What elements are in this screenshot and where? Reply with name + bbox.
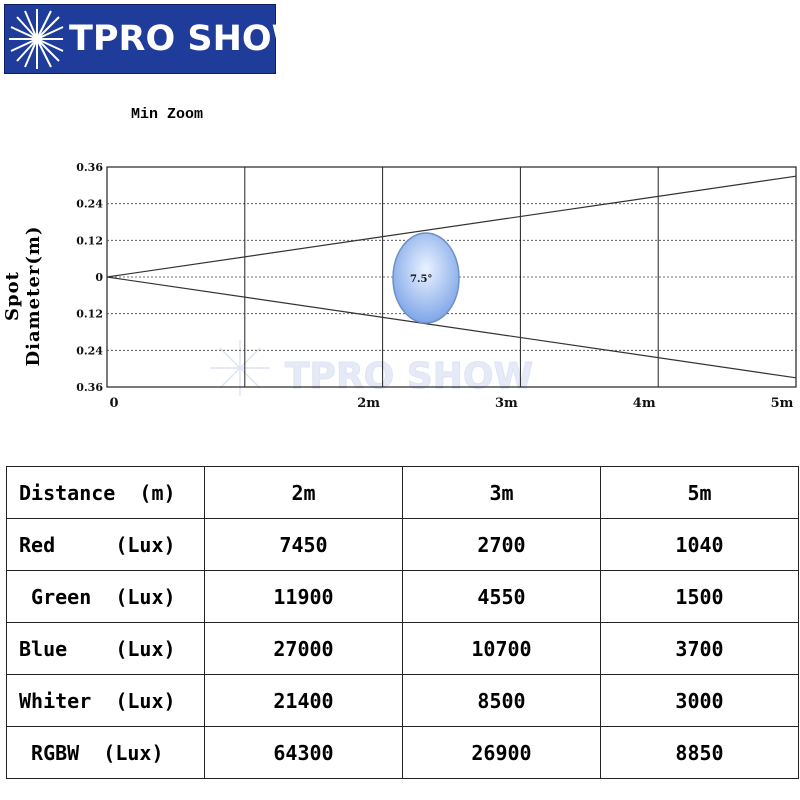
table-row-label: RGBW (Lux) (6, 726, 205, 779)
beam-angle-ellipse (392, 232, 460, 324)
table-cell: 26900 (402, 726, 601, 779)
table-row-label: Red (Lux) (6, 518, 205, 571)
table-row: Red (Lux) 7450 2700 1040 (6, 518, 799, 571)
table-header-cell: 2m (204, 466, 403, 519)
table-row: Blue (Lux) 27000 10700 3700 (6, 622, 799, 675)
table-cell: 4550 (402, 570, 601, 623)
y-tick-label: 0 (95, 271, 103, 284)
watermark-text: TPRO SHOW (285, 356, 533, 397)
table-cell: 7450 (204, 518, 403, 571)
brand-name: TPRO SHOW (69, 19, 311, 59)
table-row-label: Whiter (Lux) (6, 674, 205, 727)
table-header-cell: 3m (402, 466, 601, 519)
y-tick-label: 0.24 (76, 198, 103, 211)
beam-angle-annotation: 7.5° (392, 232, 460, 324)
table-cell: 3000 (600, 674, 799, 727)
table-cell: 11900 (204, 570, 403, 623)
x-tick-label: 4m (633, 396, 656, 411)
table-row: Green (Lux) 11900 4550 1500 (6, 570, 799, 623)
table-row-label: Green (Lux) (6, 570, 205, 623)
y-tick-label: 0.36 (76, 161, 103, 174)
table-row-label: Blue (Lux) (6, 622, 205, 675)
starburst-icon (9, 9, 64, 69)
chart-title: Min Zoom (131, 106, 204, 123)
y-tick-label: 0.36 (76, 381, 103, 394)
table-header-cell: 5m (600, 466, 799, 519)
brand-logo: TPRO SHOW (4, 4, 310, 74)
x-tick-label: 0 (109, 396, 118, 411)
y-tick-label: 0.24 (76, 344, 103, 357)
table-header-row: Distance (m) 2m 3m 5m (6, 466, 799, 519)
table-cell: 2700 (402, 518, 601, 571)
table-cell: 3700 (600, 622, 799, 675)
x-tick-label: 3m (495, 396, 518, 411)
beam-edge-line-2 (106, 276, 797, 379)
table-header-label: Distance (m) (6, 466, 205, 519)
tick-labels: 0.36 0.24 0.12 0 0.12 0.24 0.36 0 2m 3m 4m 5m (76, 161, 793, 411)
x-tick-label: 2m (357, 396, 380, 411)
illuminance-table: Distance (m) 2m 3m 5m Red (Lux) 7450 2700 1040 … (6, 466, 799, 779)
table-cell: 8850 (600, 726, 799, 779)
y-tick-label: 0.12 (76, 234, 103, 247)
table-cell: 1040 (600, 518, 799, 571)
watermark-starburst-icon (210, 340, 270, 396)
beam-edge-line-1 (106, 175, 797, 278)
table-cell: 8500 (402, 674, 601, 727)
table-cell: 21400 (204, 674, 403, 727)
x-tick-label: 5m (771, 396, 794, 411)
watermark: TPRO SHOW (210, 340, 534, 398)
table-cell: 64300 (204, 726, 403, 779)
y-tick-label: 0.12 (76, 308, 103, 321)
beam-angle-label: 7.5° (410, 274, 432, 285)
table-cell: 10700 (402, 622, 601, 675)
beam-lines (106, 175, 797, 379)
table-cell: 27000 (204, 622, 403, 675)
beam-chart: TPRO SHOW 0.36 0.24 0.12 0 0.12 0.24 0.36 0 2m 3m… (76, 161, 797, 411)
table-row: Whiter (Lux) 21400 8500 3000 (6, 674, 799, 727)
table-cell: 1500 (600, 570, 799, 623)
table-row: RGBW (Lux) 64300 26900 8850 (6, 726, 799, 779)
